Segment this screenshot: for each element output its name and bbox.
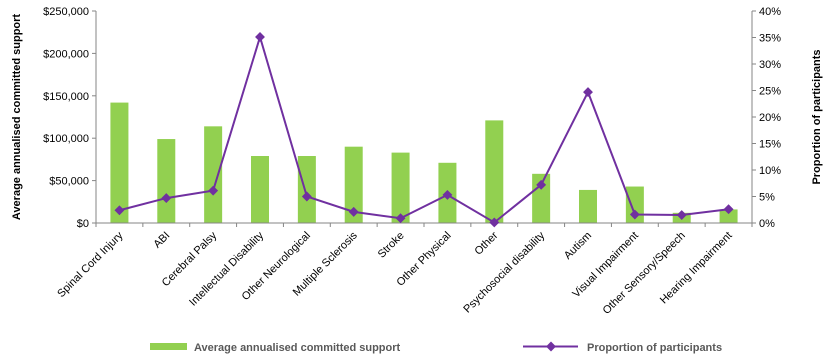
x-tick-label: Other bbox=[472, 229, 500, 257]
x-tick-label: ABI bbox=[151, 230, 172, 251]
bar bbox=[719, 209, 738, 223]
axes bbox=[92, 10, 756, 227]
y2-tick-label: 35% bbox=[759, 33, 781, 45]
bar bbox=[157, 139, 176, 223]
y2-tick-label: 20% bbox=[759, 112, 781, 124]
proportion-line-group bbox=[114, 32, 734, 228]
legend-line-marker bbox=[546, 341, 556, 352]
y-tick-label: $0 bbox=[77, 218, 89, 230]
bar bbox=[297, 156, 316, 223]
line-point bbox=[395, 213, 406, 224]
legend-bar-label: Average annualised committed support bbox=[194, 342, 401, 354]
line-point bbox=[723, 204, 734, 215]
line-point bbox=[442, 189, 453, 200]
y2-tick-label: 25% bbox=[759, 86, 781, 98]
x-tick-label: Autism bbox=[562, 230, 594, 262]
y2-axis-title: Proportion of participants bbox=[811, 49, 823, 184]
line-point bbox=[676, 210, 687, 220]
line-point bbox=[536, 179, 547, 190]
y2-tick-label: 10% bbox=[759, 165, 781, 177]
y2-tick-label: 30% bbox=[759, 59, 781, 71]
bar bbox=[391, 152, 410, 223]
bar bbox=[532, 173, 551, 223]
x-tick-label: Stroke bbox=[376, 230, 407, 261]
bar bbox=[485, 120, 504, 223]
line-point bbox=[255, 32, 265, 42]
line-point bbox=[114, 205, 125, 216]
y2-tick-label: 15% bbox=[759, 139, 781, 151]
legend-bar-swatch bbox=[150, 343, 187, 350]
y-tick-label: $150,000 bbox=[43, 91, 89, 103]
legend-line-label: Proportion of participants bbox=[587, 342, 722, 354]
y-tick-label: $100,000 bbox=[43, 133, 89, 145]
bar bbox=[344, 146, 363, 223]
line-point bbox=[208, 185, 219, 196]
bar bbox=[204, 126, 223, 223]
legend: Average annualised committed support Pro… bbox=[150, 341, 722, 354]
line-point bbox=[489, 217, 500, 228]
y2-tick-label: 5% bbox=[759, 192, 775, 204]
y-tick-label: $250,000 bbox=[43, 6, 89, 18]
line-point bbox=[583, 87, 593, 98]
bar bbox=[110, 102, 129, 223]
bar bbox=[251, 156, 269, 223]
x-tick-label: Spinal Cord Injury bbox=[55, 229, 126, 300]
tick-labels: $0 $50,000 $100,000 $150,000 $200,000 $250,00… bbox=[43, 6, 781, 317]
y-tick-label: $200,000 bbox=[43, 48, 89, 60]
line-point bbox=[161, 193, 172, 204]
y-axis-title: Average annualised committed support bbox=[11, 14, 23, 221]
line-point bbox=[348, 206, 359, 217]
line-point bbox=[629, 209, 640, 220]
proportion-line bbox=[119, 33, 729, 224]
x-tick-label: Other Sensory/Speech bbox=[601, 230, 688, 317]
y2-tick-label: 0% bbox=[759, 218, 775, 230]
bar-group bbox=[110, 102, 738, 223]
y-tick-label: $50,000 bbox=[49, 176, 89, 188]
x-tick-label: Psychosocial disability bbox=[461, 229, 547, 315]
y2-tick-label: 40% bbox=[759, 6, 781, 18]
line-point bbox=[301, 191, 312, 202]
bar bbox=[579, 189, 597, 223]
